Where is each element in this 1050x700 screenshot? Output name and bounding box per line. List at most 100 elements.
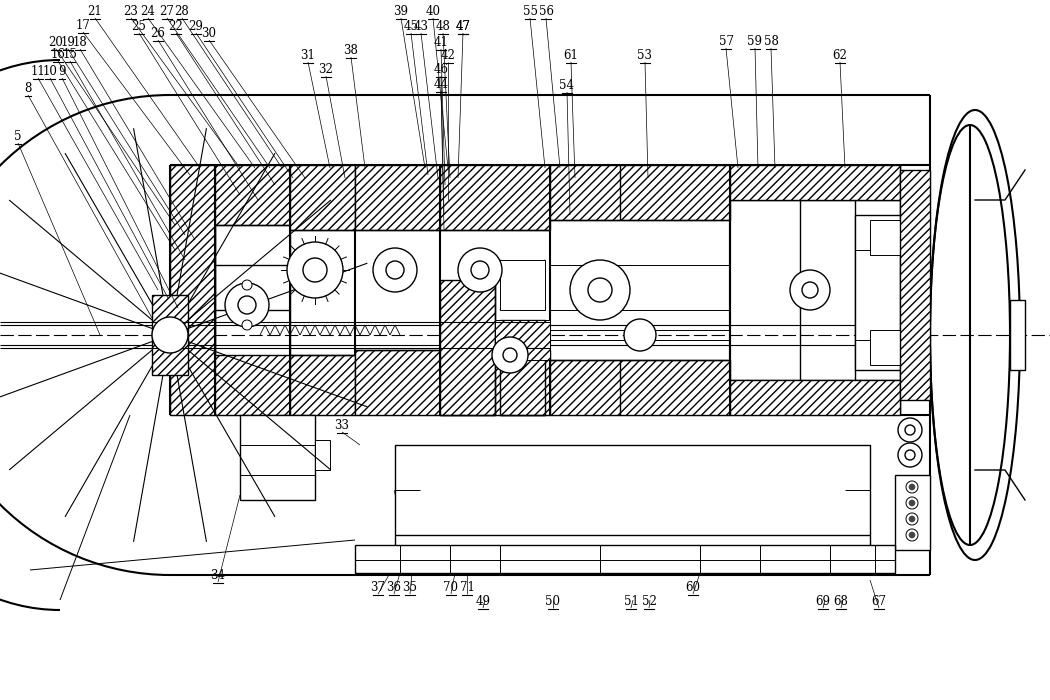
Circle shape <box>898 443 922 467</box>
Text: 54: 54 <box>560 79 574 92</box>
Bar <box>440 280 495 415</box>
Bar <box>290 165 355 230</box>
Bar <box>240 415 315 500</box>
Text: 59: 59 <box>748 35 762 48</box>
Text: 26: 26 <box>150 27 166 40</box>
Text: 56: 56 <box>539 5 553 18</box>
Circle shape <box>909 516 915 522</box>
Circle shape <box>909 532 915 538</box>
Bar <box>170 165 215 415</box>
Bar <box>355 165 440 230</box>
Text: 41: 41 <box>434 36 448 49</box>
Bar <box>550 165 730 220</box>
Text: 45: 45 <box>403 20 419 33</box>
Text: 52: 52 <box>642 595 656 608</box>
Circle shape <box>790 270 830 310</box>
Text: 11: 11 <box>30 65 45 78</box>
Circle shape <box>287 242 343 298</box>
Text: 49: 49 <box>476 595 490 608</box>
Bar <box>152 295 188 375</box>
Bar <box>500 320 545 415</box>
Text: 37: 37 <box>371 581 385 594</box>
Bar <box>215 355 290 415</box>
Text: 36: 36 <box>386 581 401 594</box>
Circle shape <box>225 283 269 327</box>
Circle shape <box>386 261 404 279</box>
Text: 53: 53 <box>637 49 652 62</box>
Bar <box>730 380 900 415</box>
Circle shape <box>624 319 656 351</box>
Circle shape <box>906 497 918 509</box>
Text: 40: 40 <box>425 5 441 18</box>
Circle shape <box>471 261 489 279</box>
Text: 47: 47 <box>456 20 470 33</box>
Bar <box>870 220 900 255</box>
Text: 32: 32 <box>318 63 334 76</box>
Bar <box>1010 300 1025 370</box>
Bar <box>895 475 930 550</box>
Text: 28: 28 <box>174 5 189 18</box>
Text: 62: 62 <box>833 49 847 62</box>
Text: 55: 55 <box>523 5 538 18</box>
Text: 33: 33 <box>335 419 350 432</box>
Circle shape <box>152 317 188 353</box>
Text: 60: 60 <box>686 581 700 594</box>
Circle shape <box>492 337 528 373</box>
Text: 38: 38 <box>343 44 358 57</box>
Circle shape <box>906 529 918 541</box>
Text: 17: 17 <box>76 19 90 32</box>
Circle shape <box>905 450 915 460</box>
Bar <box>855 215 900 370</box>
Bar <box>290 355 355 415</box>
Text: 16: 16 <box>50 48 65 61</box>
Circle shape <box>303 258 327 282</box>
Bar <box>215 165 290 225</box>
Text: 34: 34 <box>210 569 226 582</box>
Bar <box>870 330 900 365</box>
Text: 27: 27 <box>160 5 174 18</box>
Text: 42: 42 <box>441 49 456 62</box>
Text: 31: 31 <box>300 49 315 62</box>
Bar <box>550 360 730 415</box>
Bar <box>395 445 870 535</box>
Bar <box>730 165 900 200</box>
Text: 61: 61 <box>564 49 579 62</box>
Circle shape <box>802 282 818 298</box>
Text: 48: 48 <box>436 20 450 33</box>
Text: 67: 67 <box>872 595 886 608</box>
Text: 70: 70 <box>443 581 459 594</box>
Text: 51: 51 <box>624 595 638 608</box>
Circle shape <box>458 248 502 292</box>
Circle shape <box>905 425 915 435</box>
Text: 44: 44 <box>434 78 448 91</box>
Circle shape <box>242 280 252 290</box>
Text: 46: 46 <box>434 63 448 76</box>
Text: 29: 29 <box>189 20 204 33</box>
Text: 47: 47 <box>456 20 470 33</box>
Bar <box>315 440 330 470</box>
Text: 20: 20 <box>48 36 63 49</box>
Circle shape <box>242 320 252 330</box>
Text: 22: 22 <box>169 20 184 33</box>
Text: 35: 35 <box>402 581 418 594</box>
Bar <box>495 320 550 360</box>
Text: 30: 30 <box>202 27 216 40</box>
Bar <box>355 350 440 415</box>
Text: 23: 23 <box>124 5 139 18</box>
Text: 21: 21 <box>87 5 103 18</box>
Text: 39: 39 <box>394 5 408 18</box>
Text: 57: 57 <box>718 35 734 48</box>
Text: 68: 68 <box>834 595 848 608</box>
Text: 10: 10 <box>43 65 58 78</box>
Text: 24: 24 <box>141 5 155 18</box>
Text: 25: 25 <box>131 20 146 33</box>
Bar <box>500 260 545 310</box>
Circle shape <box>906 513 918 525</box>
Bar <box>900 170 930 400</box>
Circle shape <box>588 278 612 302</box>
Text: 69: 69 <box>816 595 831 608</box>
Circle shape <box>906 481 918 493</box>
Bar <box>440 350 550 415</box>
Circle shape <box>238 296 256 314</box>
Text: 19: 19 <box>61 36 76 49</box>
